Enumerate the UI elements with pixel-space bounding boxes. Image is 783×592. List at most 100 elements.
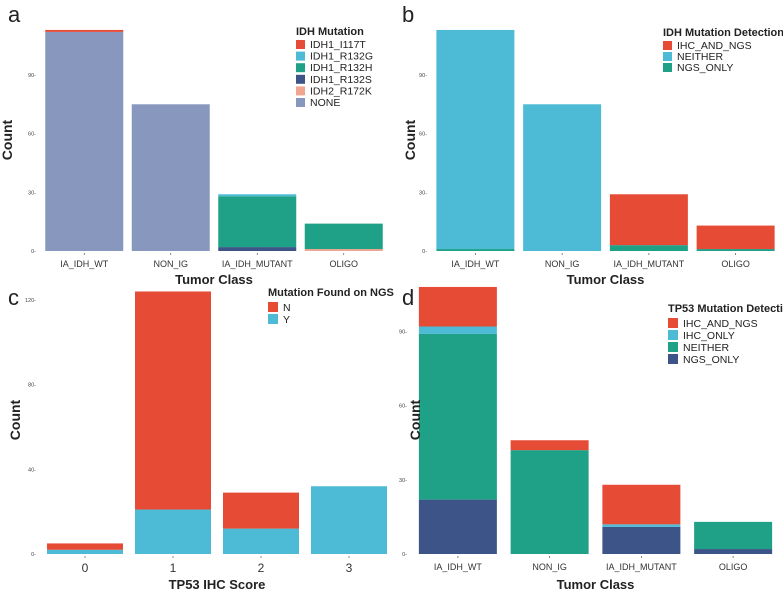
bar-segment-neither: [523, 104, 602, 251]
legend-label: NONE: [310, 97, 340, 109]
bar-segment-ihc-only: [418, 326, 497, 334]
panel-a-chart: 0- 30- 60- 90- IA_IDH_WT NON_IG IA_IDH_MUTANT O…: [0, 26, 383, 287]
legend-label: IHC_ONLY: [683, 330, 735, 342]
panel-letter-c: c: [8, 285, 19, 310]
legend-swatch: [268, 314, 278, 324]
x-tick-label: IA_IDH_WT: [60, 259, 109, 269]
legend-title: Mutation Found on NGS: [268, 287, 394, 299]
legend-swatch: [668, 330, 678, 340]
bar-segment-ngs-only: [436, 249, 515, 251]
bar-segment-n: [135, 291, 211, 510]
y-tick-label: 0-: [31, 552, 36, 558]
legend-swatch: [663, 41, 672, 50]
bar-segment-neither: [436, 29, 515, 250]
y-axis-title: Count: [407, 399, 423, 440]
x-tick-label: IA_IDH_MUTANT: [222, 259, 293, 269]
y-axis-title: Count: [402, 119, 418, 160]
y-tick-label: 0-: [31, 249, 36, 255]
x-tick-label: OLIGO: [329, 259, 358, 269]
bar-segment-y: [311, 486, 387, 554]
bar-segment-idh2-r172k: [304, 249, 383, 251]
legend-label: NGS_ONLY: [677, 62, 733, 74]
bar-segment-idh1-r132g: [218, 194, 297, 197]
legend-swatch: [296, 98, 305, 107]
bar-segment-ihc-and-ngs: [696, 225, 775, 250]
legend-label: IDH1_R132G: [310, 51, 373, 63]
legend-swatch: [296, 51, 305, 61]
legend-title: IDH Mutation Detection: [663, 27, 783, 39]
legend-label: N: [283, 302, 291, 314]
panel-letter-d: d: [402, 285, 414, 310]
bar-segment-ihc-and-ngs: [602, 484, 681, 525]
x-tick-label: OLIGO: [721, 259, 750, 269]
bar-segment-n: [223, 492, 299, 529]
x-axis-title: Tumor Class: [557, 577, 635, 592]
legend-label: Y: [283, 314, 290, 326]
legend-swatch: [668, 318, 678, 328]
panel-b-chart: 0- 30- 60- 90- IA_IDH_WT NON_IG IA_IDH_MUTANT O…: [402, 27, 783, 287]
bar-segment-neither: [694, 521, 773, 550]
legend-label: IHC_AND_NGS: [683, 318, 758, 330]
bar-segment-idh1-i117t: [45, 29, 124, 32]
legend-label: IHC_AND_NGS: [677, 40, 752, 52]
x-tick-label: 3: [346, 561, 353, 575]
bar-segment-y: [223, 528, 299, 554]
legend-title: TP53 Mutation Detection: [668, 303, 783, 315]
x-axis-title: Tumor Class: [567, 272, 645, 287]
legend-label: IDH1_R132H: [310, 62, 372, 74]
y-tick-label: 40-: [28, 467, 36, 473]
y-tick-label: 90-: [419, 73, 427, 79]
x-tick-label: OLIGO: [719, 562, 748, 572]
x-tick-label: 1: [170, 561, 177, 575]
y-axis-title: Count: [0, 119, 15, 160]
y-tick-label: 60-: [399, 404, 407, 410]
y-tick-label: 60-: [28, 132, 36, 138]
x-tick-label: IA_IDH_WT: [434, 562, 483, 572]
legend-label: IDH1_I117T: [310, 39, 366, 51]
bar-segment-ngs-only: [609, 245, 688, 251]
x-axis-title: Tumor Class: [175, 272, 253, 287]
y-tick-label: 60-: [419, 132, 427, 138]
bar-segment-ihc-and-ngs: [418, 286, 497, 327]
panel-letter-a: a: [8, 2, 21, 27]
x-tick-label: NON_IG: [545, 259, 580, 269]
bar-segment-y: [47, 549, 123, 554]
legend-label: NEITHER: [683, 342, 730, 354]
x-tick-label: IA_IDH_WT: [451, 259, 500, 269]
bar-segment-none: [131, 104, 210, 251]
bar-segment-ihc-and-ngs: [609, 194, 688, 246]
x-tick-label: 2: [258, 561, 265, 575]
x-axis-title: TP53 IHC Score: [169, 577, 266, 592]
legend-swatch: [296, 40, 305, 49]
y-axis-title: Count: [7, 399, 23, 440]
legend-title: IDH Mutation: [296, 26, 364, 38]
bar-segment-ihc-only: [602, 524, 681, 527]
legend-swatch: [668, 354, 678, 364]
panel-letter-b: b: [402, 2, 414, 27]
bar-segment-none: [45, 31, 124, 252]
legend-label: IDH1_R132S: [310, 74, 372, 86]
x-tick-label: NON_IG: [532, 562, 567, 572]
bar-segment-ihc-and-ngs: [510, 440, 589, 451]
bar-segment-ngs-only: [696, 249, 775, 251]
y-tick-label: 120-: [25, 298, 36, 304]
y-tick-label: 80-: [28, 383, 36, 389]
x-tick-label: IA_IDH_MUTANT: [606, 562, 677, 572]
legend-swatch: [268, 302, 278, 312]
bar-segment-idh1-r132s: [218, 247, 297, 251]
legend-swatch: [663, 63, 672, 72]
bar-segment-neither: [510, 450, 589, 554]
bar-segment-ngs-only: [602, 526, 681, 554]
bar-segment-idh1-r132h: [218, 196, 297, 248]
legend-swatch: [296, 74, 305, 84]
panel-c-chart: 0- 40- 80- 120- 0 1 2 3 TP53 IHC Score Count Mutat…: [7, 287, 394, 592]
legend-swatch: [296, 63, 305, 73]
bar-segment-idh1-r132h: [304, 223, 383, 250]
x-tick-label: 0: [82, 561, 89, 575]
y-tick-label: 30-: [419, 190, 427, 196]
panel-d-chart: 0- 30- 60- 90- IA_IDH_WT NON_IG IA_IDH_MUTANT O…: [399, 286, 783, 592]
legend-label: IDH2_R172K: [310, 85, 372, 97]
y-tick-label: 30-: [28, 190, 36, 196]
bar-segment-ngs-only: [418, 499, 497, 554]
